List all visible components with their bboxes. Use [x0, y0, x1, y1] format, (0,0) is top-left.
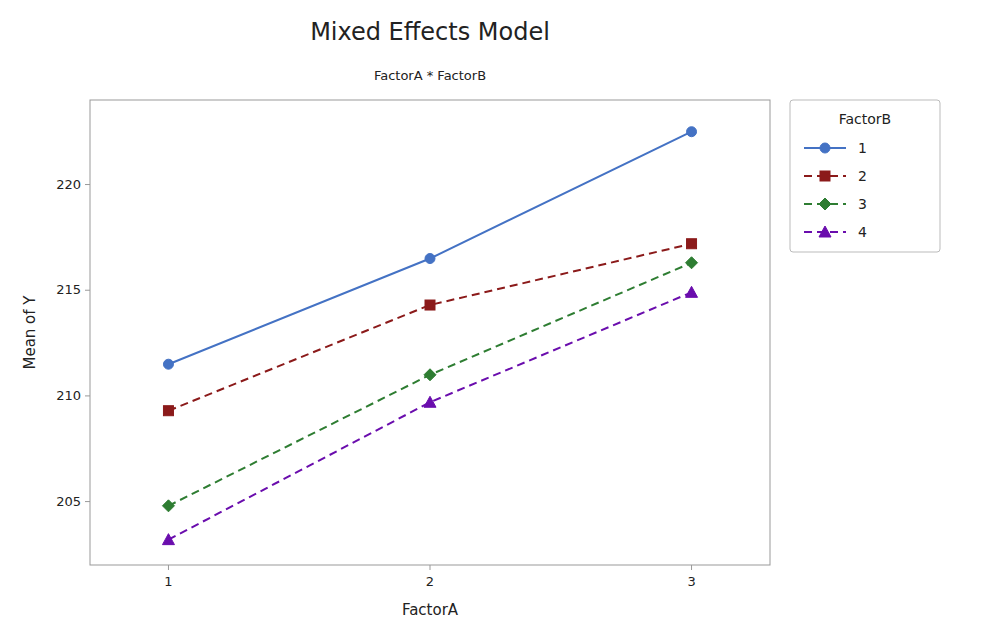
x-tick-label: 2 [426, 574, 434, 589]
y-tick-label: 220 [56, 177, 81, 192]
series-marker [686, 286, 698, 297]
series-line [168, 263, 691, 506]
y-tick [85, 184, 90, 185]
legend-marker [820, 143, 830, 153]
legend-label: 3 [858, 196, 867, 212]
series-marker [424, 396, 436, 407]
legend-marker [819, 198, 831, 210]
series-marker [162, 534, 174, 545]
x-tick [168, 565, 169, 570]
x-tick-label: 1 [164, 574, 172, 589]
y-tick-label: 210 [56, 388, 81, 403]
legend: FactorB 1 2 3 4 [790, 100, 940, 252]
legend-frame [790, 100, 940, 252]
legend-label: 4 [858, 224, 867, 240]
y-tick [85, 501, 90, 502]
y-tick [85, 395, 90, 396]
y-tick [85, 290, 90, 291]
series-marker [425, 254, 435, 264]
x-tick-label: 3 [687, 574, 695, 589]
subtitle: FactorA * FactorB [374, 68, 486, 83]
series-line [168, 292, 691, 539]
legend-marker [820, 171, 830, 181]
x-axis-label: FactorA [402, 601, 459, 619]
series-marker [687, 127, 697, 137]
x-tick [691, 565, 692, 570]
series-line [168, 244, 691, 411]
x-tick [430, 565, 431, 570]
chart: Mixed Effects Model FactorA * FactorB 205 2… [0, 0, 1000, 641]
legend-title: FactorB [839, 111, 891, 127]
series-line [168, 132, 691, 365]
series-marker [687, 239, 697, 249]
series-marker [424, 369, 436, 381]
series-marker [425, 300, 435, 310]
chart-container: Mixed Effects Model FactorA * FactorB 205 2… [0, 0, 1000, 641]
y-axis-label: Mean of Y [21, 295, 39, 370]
title: Mixed Effects Model [310, 18, 550, 46]
plot-data [162, 127, 697, 545]
y-tick-label: 205 [56, 494, 81, 509]
legend-label: 2 [858, 168, 867, 184]
series-marker [686, 257, 698, 269]
series-marker [163, 359, 173, 369]
legend-label: 1 [858, 140, 867, 156]
plot-frame [90, 100, 770, 565]
legend-marker [819, 226, 831, 237]
series-marker [163, 406, 173, 416]
y-tick-label: 215 [56, 282, 81, 297]
series-marker [162, 500, 174, 512]
